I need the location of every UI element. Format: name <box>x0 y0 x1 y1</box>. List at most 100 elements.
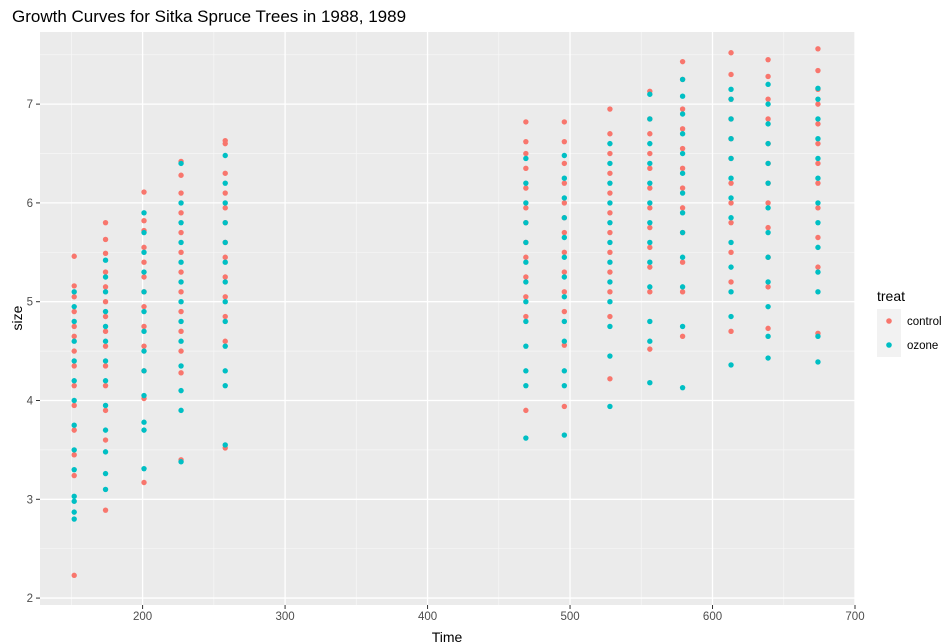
data-point-ozone <box>71 303 77 310</box>
data-point-ozone <box>102 402 109 409</box>
data-point-control <box>71 348 77 354</box>
data-point-control <box>178 348 184 354</box>
data-point-control <box>561 160 568 167</box>
data-point-ozone <box>71 422 77 428</box>
data-point-ozone <box>561 318 568 325</box>
data-point-control <box>765 116 771 122</box>
data-point-ozone <box>71 397 77 404</box>
data-point-control <box>815 234 821 241</box>
data-point-ozone <box>523 343 529 349</box>
data-point-ozone <box>647 239 653 246</box>
data-point-control <box>815 101 821 107</box>
x-tick-label: 400 <box>418 611 437 623</box>
legend-title: treat <box>877 288 905 304</box>
data-point-ozone <box>141 308 147 315</box>
data-point-ozone <box>71 447 77 453</box>
data-point-ozone <box>523 180 529 186</box>
y-tick-label: 5 <box>27 297 33 309</box>
data-point-ozone <box>178 299 184 305</box>
data-point-ozone <box>523 318 529 325</box>
data-point-control <box>679 58 686 65</box>
data-point-control <box>178 229 184 236</box>
data-point-control <box>647 346 653 352</box>
data-point-ozone <box>141 348 147 354</box>
data-point-ozone <box>647 160 653 167</box>
data-point-ozone <box>765 333 771 339</box>
data-point-ozone <box>102 358 109 364</box>
data-point-ozone <box>222 180 228 186</box>
data-point-control <box>647 150 653 157</box>
data-point-control <box>102 313 109 320</box>
data-point-control <box>728 180 734 186</box>
data-point-ozone <box>222 318 228 325</box>
data-point-control <box>222 190 228 196</box>
data-point-ozone <box>141 368 147 374</box>
data-point-control <box>102 437 109 443</box>
x-tick-label: 200 <box>133 611 152 623</box>
data-point-ozone <box>102 486 109 493</box>
data-point-control <box>102 269 109 275</box>
data-point-control <box>561 180 568 186</box>
data-point-control <box>141 343 147 349</box>
data-point-control <box>607 376 613 382</box>
data-point-control <box>71 382 77 389</box>
data-point-ozone <box>765 254 771 260</box>
data-point-ozone <box>728 155 734 162</box>
data-point-control <box>178 289 184 295</box>
data-point-ozone <box>561 432 568 438</box>
data-point-ozone <box>607 180 613 186</box>
data-point-ozone <box>178 239 184 246</box>
data-point-ozone <box>71 493 77 500</box>
data-point-ozone <box>607 353 613 359</box>
data-point-control <box>561 308 568 315</box>
data-point-ozone <box>222 239 228 246</box>
data-point-ozone <box>561 338 568 344</box>
data-point-ozone <box>728 215 734 221</box>
data-point-control <box>71 308 77 315</box>
data-point-control <box>102 299 109 305</box>
data-point-ozone <box>815 175 821 181</box>
data-point-ozone <box>607 219 613 226</box>
y-axis-title: size <box>9 305 25 330</box>
y-tick-label: 2 <box>27 593 33 605</box>
data-point-ozone <box>71 338 77 344</box>
data-point-control <box>178 269 184 275</box>
data-point-control <box>561 200 568 206</box>
data-point-ozone <box>728 96 734 102</box>
data-point-ozone <box>765 140 771 147</box>
data-point-ozone <box>647 338 653 344</box>
data-point-ozone <box>222 152 228 159</box>
data-point-ozone <box>815 269 821 275</box>
data-point-ozone <box>102 470 109 477</box>
y-tick-label: 6 <box>27 198 33 210</box>
data-point-control <box>178 328 184 335</box>
data-point-ozone <box>178 160 184 167</box>
data-point-ozone <box>765 160 771 167</box>
data-point-ozone <box>102 257 109 263</box>
data-point-ozone <box>523 368 529 374</box>
data-point-control <box>178 370 184 376</box>
data-point-control <box>222 205 228 211</box>
data-point-ozone <box>647 200 653 206</box>
data-point-ozone <box>71 516 77 522</box>
data-point-control <box>102 328 109 335</box>
data-point-ozone <box>647 318 653 325</box>
data-point-control <box>728 328 734 335</box>
minor-gridlines <box>40 32 855 605</box>
data-point-ozone <box>728 313 734 320</box>
data-point-ozone <box>607 403 613 410</box>
data-point-ozone <box>222 382 228 389</box>
data-point-ozone <box>178 387 184 394</box>
legend-label-control: control <box>907 316 942 328</box>
x-tick-label: 300 <box>275 611 294 623</box>
legend-label-ozone: ozone <box>907 340 938 352</box>
data-point-ozone <box>523 382 529 389</box>
data-point-ozone <box>679 93 686 99</box>
data-point-control <box>71 294 77 300</box>
data-point-ozone <box>141 328 147 335</box>
data-point-control <box>728 219 734 226</box>
data-point-control <box>728 50 734 56</box>
data-point-ozone <box>765 229 771 236</box>
data-point-ozone <box>102 323 109 330</box>
data-point-control <box>178 172 184 178</box>
